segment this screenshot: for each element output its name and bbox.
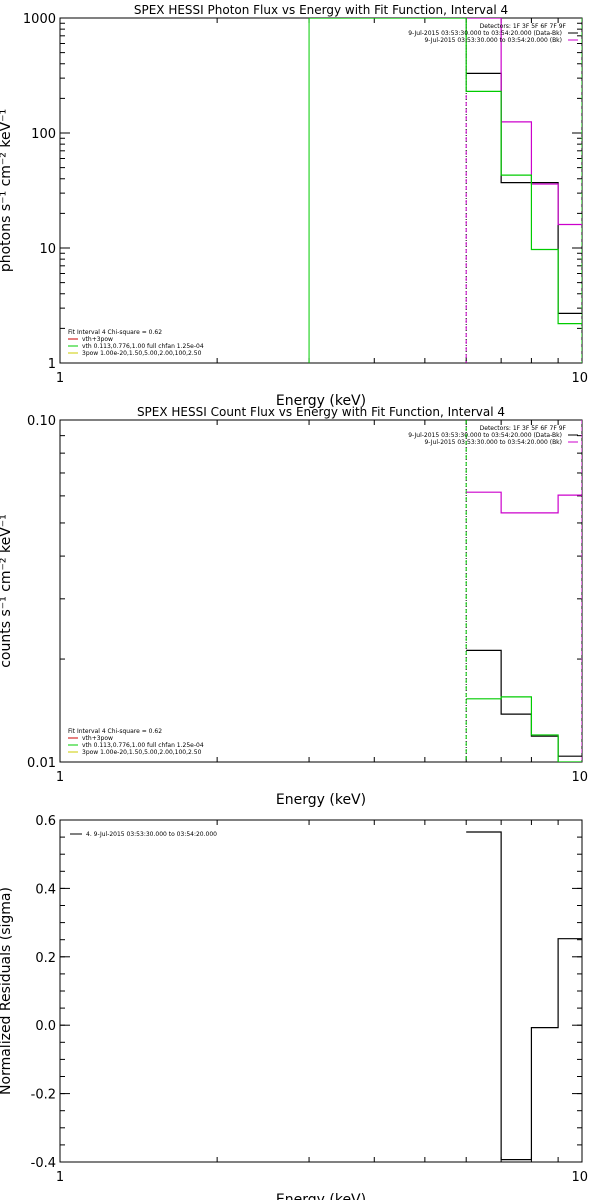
series-3-line xyxy=(309,18,582,325)
y-tick-label: 0.2 xyxy=(35,951,56,966)
axes: 1 10 -0.4 -0.2 0.0 0.2 0.4 0.6 xyxy=(31,814,588,1185)
plot-frame xyxy=(59,819,583,1163)
legend-bottom-left: Fit Interval 4 Chi-square = 0.62vth+3pow… xyxy=(68,728,204,756)
legend-entry: vth 0.113,0.776,1.00 full chfan 1.25e-04 xyxy=(82,742,204,749)
y-tick-label: 0.01 xyxy=(27,756,56,771)
y-tick-label: -0.4 xyxy=(31,1156,56,1171)
y-axis-label: photons s⁻¹ cm⁻² keV⁻¹ xyxy=(0,109,14,272)
series-1-line xyxy=(466,649,582,757)
y-tick-label: 0.0 xyxy=(35,1019,56,1034)
chart-1: 1 10 1 10 100 1000 Energy (keV) photons s⁻¹ cm⁻… xyxy=(0,3,588,409)
x-axis-label: Energy (keV) xyxy=(276,393,366,409)
chart-2: 1 10 0.01 0.10 Energy (keV) counts s⁻¹ cm⁻² k… xyxy=(0,405,588,808)
y-tick-label: 100 xyxy=(31,127,56,142)
x-tick-label: 10 xyxy=(571,1170,588,1185)
plot-area xyxy=(465,420,582,762)
series-1-line xyxy=(466,72,582,314)
legend-entry: Fit Interval 4 Chi-square = 0.62 xyxy=(68,329,162,336)
legend-top-left: 4. 9-Jul-2015 03:53:30.000 to 03:54:20.0… xyxy=(70,831,217,838)
y-tick-label: 0.4 xyxy=(35,882,56,897)
y-tick-label: 0.6 xyxy=(35,814,56,829)
plot-area xyxy=(466,831,582,1161)
x-tick-label: 1 xyxy=(56,770,64,785)
legend-top-right: Detectors: 1F 3F 5F 6F 7F 9F9-Jul-2015 0… xyxy=(408,425,578,446)
y-tick-label: 1 xyxy=(48,357,56,372)
legend-entry: 3pow 1.00e-20,1.50,5.00,2.00,100,2.50 xyxy=(82,350,202,357)
y-tick-label: 10 xyxy=(39,242,56,257)
x-axis-label: Energy (keV) xyxy=(276,1192,366,1200)
legend-entry: 3pow 1.00e-20,1.50,5.00,2.00,100,2.50 xyxy=(82,749,202,756)
series-2-line xyxy=(466,18,582,226)
y-axis-label: Normalized Residuals (sigma) xyxy=(0,887,14,1095)
legend-bottom-left: Fit Interval 4 Chi-square = 0.62vth+3pow… xyxy=(68,329,204,357)
x-tick-label: 1 xyxy=(56,371,64,386)
y-tick-label: -0.2 xyxy=(31,1088,56,1103)
series-3-line xyxy=(466,696,582,762)
x-axis-label: Energy (keV) xyxy=(276,792,366,808)
y-tick-label: 1000 xyxy=(23,12,56,27)
x-tick-label: 10 xyxy=(571,770,588,785)
chart-title: SPEX HESSI Count Flux vs Energy with Fit… xyxy=(137,405,505,419)
legend-entry: Detectors: 1F 3F 5F 6F 7F 9F xyxy=(480,23,567,30)
x-tick-label: 10 xyxy=(571,371,588,386)
series-1-line xyxy=(466,831,582,1161)
plot-area xyxy=(308,18,582,363)
legend-entry: 4. 9-Jul-2015 03:53:30.000 to 03:54:20.0… xyxy=(86,831,217,838)
y-tick-label: 0.10 xyxy=(27,414,56,429)
legend-entry: 9-Jul-2015 03:53:30.000 to 03:54:20.000 … xyxy=(424,439,562,446)
legend-entry: 9-Jul-2015 03:53:30.000 to 03:54:20.000 … xyxy=(408,432,562,439)
legend-entry: 9-Jul-2015 03:53:30.000 to 03:54:20.000 … xyxy=(424,37,562,44)
chart-title: SPEX HESSI Photon Flux vs Energy with Fi… xyxy=(134,3,508,17)
legend-entry: Fit Interval 4 Chi-square = 0.62 xyxy=(68,728,162,735)
legend-entry: 9-Jul-2015 03:53:30.000 to 03:54:20.000 … xyxy=(408,30,562,37)
legend-entry: vth+3pow xyxy=(82,336,113,343)
legend-entry: vth 0.113,0.776,1.00 full chfan 1.25e-04 xyxy=(82,343,204,350)
plot-frame xyxy=(59,419,583,763)
legend-top-right: Detectors: 1F 3F 5F 6F 7F 9F9-Jul-2015 0… xyxy=(408,23,578,44)
y-axis-label: counts s⁻¹ cm⁻² keV⁻¹ xyxy=(0,514,14,668)
legend-entry: Detectors: 1F 3F 5F 6F 7F 9F xyxy=(480,425,567,432)
series-2-line xyxy=(466,491,582,514)
x-tick-label: 1 xyxy=(56,1170,64,1185)
plot-frame xyxy=(59,17,583,364)
legend-entry: vth+3pow xyxy=(82,735,113,742)
chart-3: 1 10 -0.4 -0.2 0.0 0.2 0.4 0.6 Energy (keV) Norma… xyxy=(0,814,588,1200)
